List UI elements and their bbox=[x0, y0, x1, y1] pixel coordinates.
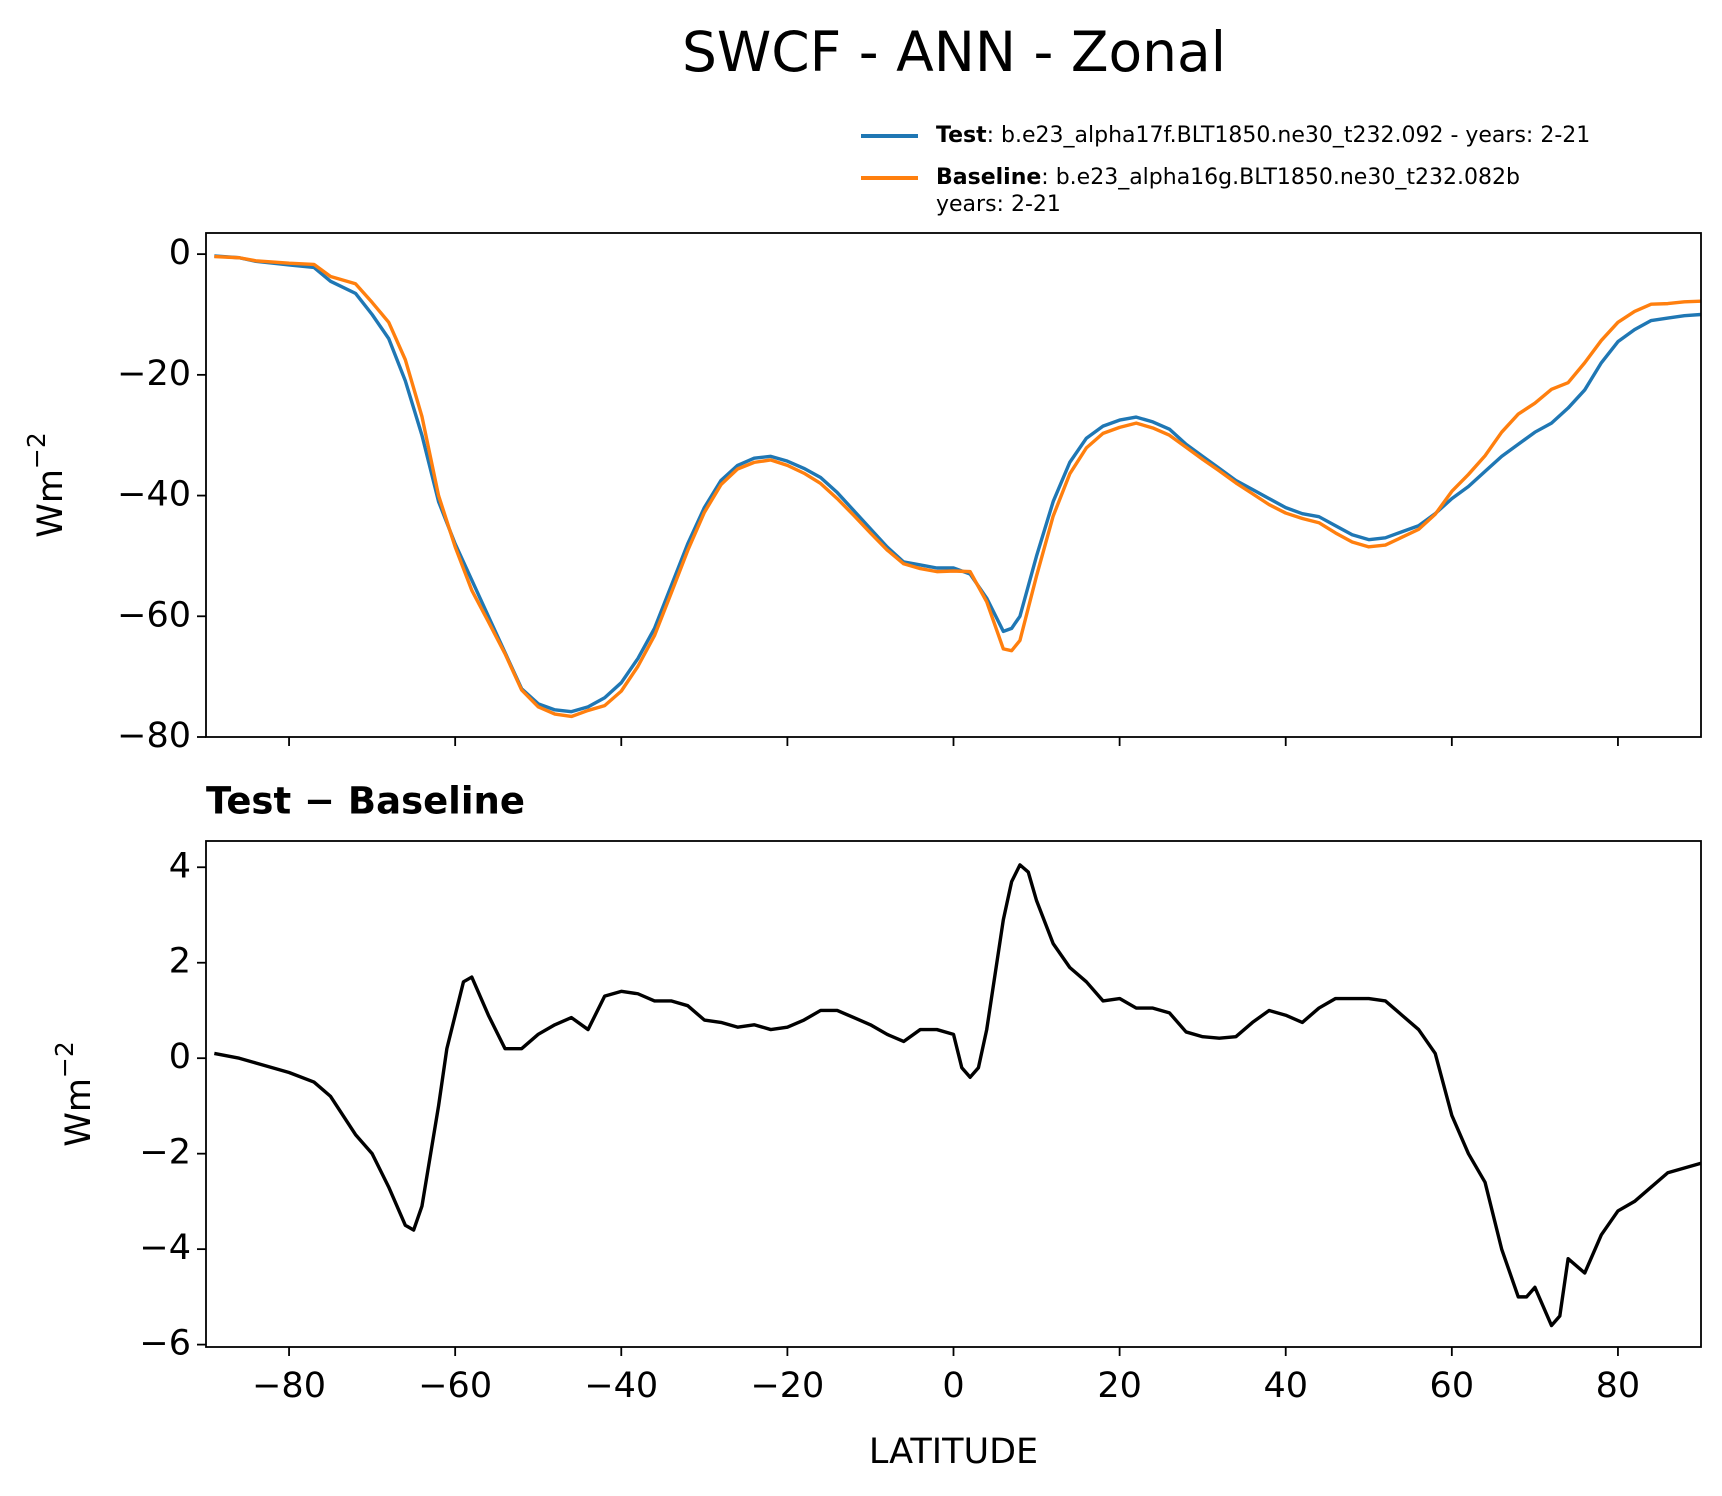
legend-name: Test bbox=[936, 123, 987, 148]
x-tick-label: 40 bbox=[1263, 1366, 1308, 1406]
y-tick-label: −2 bbox=[139, 1133, 191, 1173]
y-axis-label-base: Wm bbox=[31, 469, 71, 538]
data-line bbox=[214, 254, 1701, 719]
chart-title: SWCF - ANN - Zonal bbox=[682, 20, 1226, 84]
y-axis-label-sup: −2 bbox=[22, 432, 51, 469]
y-tick-label: 4 bbox=[169, 846, 191, 886]
legend-label: Baseline: b.e23_alpha16g.BLT1850.ne30_t2… bbox=[936, 165, 1520, 190]
x-tick-label: 60 bbox=[1430, 1366, 1475, 1406]
y-tick-label: −20 bbox=[117, 354, 191, 394]
legend-name: Baseline bbox=[936, 165, 1041, 190]
legend-description: : b.e23_alpha16g.BLT1850.ne30_t232.082b bbox=[1041, 165, 1520, 190]
legend-label: Test: b.e23_alpha17f.BLT1850.ne30_t232.0… bbox=[936, 123, 1590, 148]
legend-description: years: 2-21 bbox=[936, 192, 1061, 217]
x-tick-label: −40 bbox=[584, 1366, 658, 1406]
legend-description: : b.e23_alpha17f.BLT1850.ne30_t232.092 -… bbox=[987, 123, 1591, 148]
y-tick-label: 0 bbox=[169, 1037, 191, 1077]
y-tick-label: −40 bbox=[117, 475, 191, 515]
x-tick-label: 0 bbox=[942, 1366, 964, 1406]
axes-frame bbox=[205, 232, 1702, 738]
x-tick-label: −60 bbox=[418, 1366, 492, 1406]
y-axis-label-sup: −2 bbox=[50, 1041, 79, 1078]
y-axis-label-base: Wm bbox=[59, 1078, 99, 1147]
x-tick-label: −20 bbox=[750, 1366, 824, 1406]
y-axis-label: Wm−2 bbox=[22, 432, 71, 538]
x-tick-label: 20 bbox=[1097, 1366, 1142, 1406]
y-tick-label: 2 bbox=[169, 942, 191, 982]
data-line bbox=[213, 863, 1701, 1328]
legend-label: years: 2-21 bbox=[936, 192, 1061, 217]
y-tick-label: −60 bbox=[117, 595, 191, 635]
subplot-title: Test − Baseline bbox=[206, 780, 525, 823]
y-axis-label: Wm−2 bbox=[50, 1041, 99, 1147]
y-tick-label: −80 bbox=[117, 716, 191, 756]
y-tick-label: −6 bbox=[139, 1324, 191, 1364]
x-tick-label: −80 bbox=[252, 1366, 326, 1406]
x-tick-label: 80 bbox=[1596, 1366, 1641, 1406]
y-tick-label: 0 bbox=[169, 233, 191, 273]
axes-frame bbox=[205, 840, 1702, 1348]
y-tick-label: −4 bbox=[139, 1228, 191, 1268]
x-axis-label: LATITUDE bbox=[869, 1432, 1038, 1472]
